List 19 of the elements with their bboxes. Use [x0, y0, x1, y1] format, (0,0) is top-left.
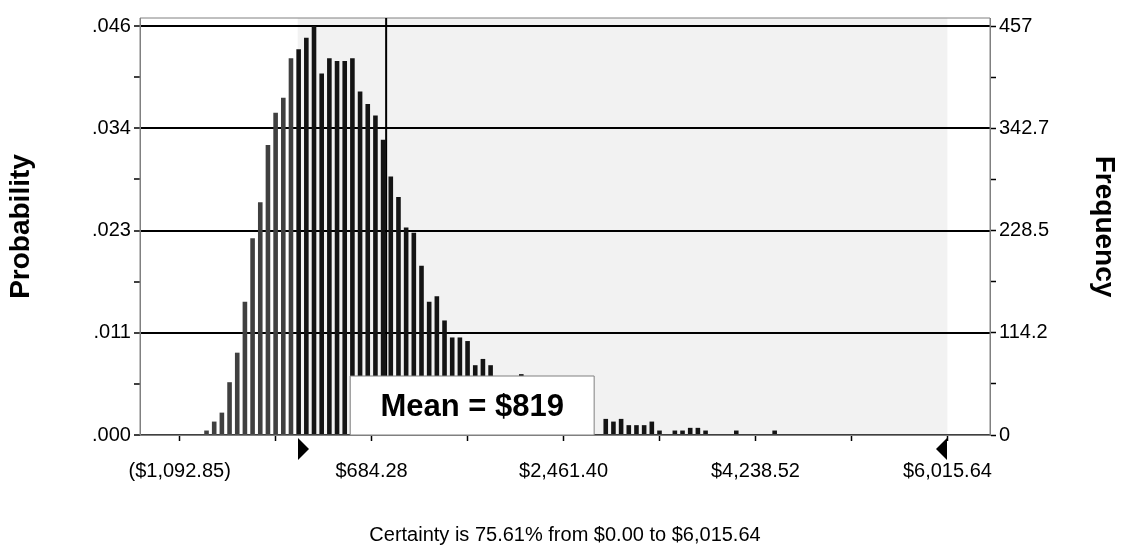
y-tick-label: .000 — [92, 422, 131, 445]
y-tick-label: .034 — [92, 115, 131, 138]
y-tick-label: .023 — [92, 218, 131, 241]
y2-tick-label: 457 — [999, 13, 1033, 36]
y2-tick-label: 114.2 — [999, 320, 1048, 343]
y-tick-label: .046 — [92, 13, 131, 36]
x-axis-title: Certainty is 75.61% from $0.00 to $6,015.64 — [369, 522, 761, 545]
y2-axis-title: Frequency — [1090, 155, 1122, 298]
y-axis-title: Probability — [3, 153, 35, 299]
y-tick-label: .011 — [93, 320, 131, 343]
ref-line-label: Mean = $819 — [380, 387, 564, 423]
x-tick-label: $6,015.64 — [902, 458, 992, 481]
x-tick-label: ($1,092.85) — [128, 458, 231, 481]
y2-tick-label: 0 — [999, 422, 1011, 445]
x-tick-label: $684.28 — [335, 458, 408, 481]
x-tick-label: $2,461.40 — [519, 458, 609, 481]
y2-tick-label: 342.7 — [999, 115, 1050, 138]
x-tick-label: $4,238.52 — [710, 458, 800, 481]
y2-tick-label: 228.5 — [999, 218, 1050, 241]
